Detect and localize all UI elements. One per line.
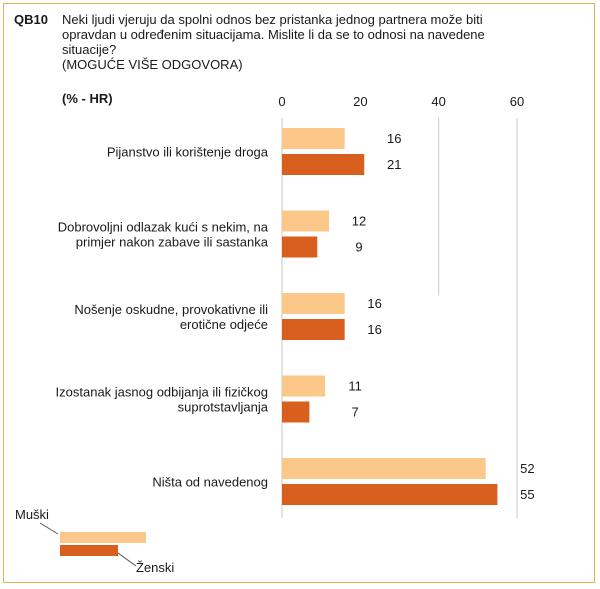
question-text-line: opravdan u određenim situacijama. Mislit… (62, 27, 485, 42)
x-tick-label: 0 (278, 94, 285, 109)
bar-female (282, 401, 310, 423)
question-note: (MOGUĆE VIŠE ODGOVORA) (62, 57, 243, 72)
legend-leader-male (39, 522, 59, 535)
data-label-female: 16 (367, 322, 381, 337)
data-label-male: 11 (348, 379, 362, 394)
bar-male (282, 458, 486, 479)
x-tick-label: 20 (353, 94, 367, 109)
data-label-male: 16 (387, 131, 401, 146)
category-label: Nošenje oskudne, provokativne ili (74, 302, 268, 317)
category-label: primjer nakon zabave ili sastanka (76, 235, 269, 250)
category-label: Pijanstvo ili korištenje droga (107, 145, 269, 160)
data-label-female: 7 (351, 405, 358, 420)
data-label-male: 52 (520, 461, 534, 476)
x-tick-label: 60 (510, 94, 524, 109)
bar-male (282, 293, 345, 314)
question-code: QB10 (14, 12, 48, 27)
category-label: Ništa od navedenog (152, 475, 268, 490)
data-label-female: 55 (520, 487, 534, 502)
data-label-female: 21 (387, 157, 401, 172)
bar-male (282, 375, 326, 397)
bar-female (282, 154, 365, 175)
bar-female (282, 236, 318, 258)
category-label: suprotstavljanja (178, 400, 269, 415)
category-label: Izostanak jasnog odbijanja ili fizičkog (56, 385, 268, 400)
data-label-male: 16 (367, 296, 381, 311)
x-tick-label: 40 (431, 94, 445, 109)
category-label: erotične odjeće (180, 317, 268, 332)
question-text-line: situacije? (62, 42, 117, 57)
data-label-male: 12 (352, 214, 366, 229)
question-text: Neki ljudi vjeruju da spolni odnos bez p… (62, 12, 582, 72)
bar-female (282, 484, 498, 505)
legend-label-female: Ženski (136, 560, 174, 575)
bar-female (282, 319, 345, 340)
unit-label: (% - HR) (62, 91, 113, 106)
data-label-female: 9 (355, 240, 362, 255)
legend-leader-female (117, 552, 137, 567)
legend-label-male: Muški (15, 507, 49, 522)
question-text-line: Neki ljudi vjeruju da spolni odnos bez p… (62, 12, 483, 27)
legend-swatch-male (60, 532, 146, 543)
bar-male (282, 128, 345, 149)
chart-frame (3, 3, 595, 583)
bar-male (282, 210, 329, 232)
legend-swatch-female (60, 545, 118, 556)
category-label: Dobrovoljni odlazak kući s nekim, na (58, 220, 269, 235)
